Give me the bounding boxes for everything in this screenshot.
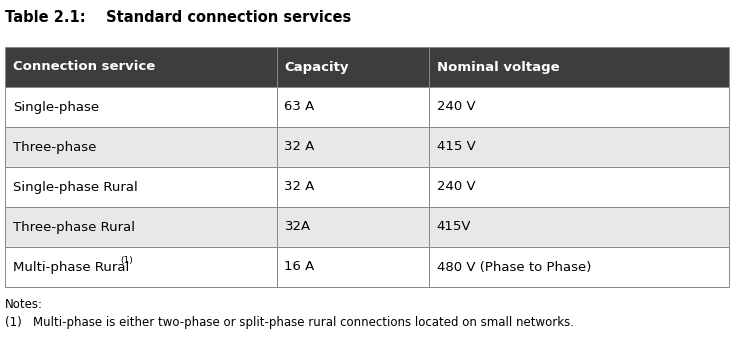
Text: (1)   Multi-phase is either two-phase or split-phase rural connections located o: (1) Multi-phase is either two-phase or s… xyxy=(5,316,574,329)
Text: 63 A: 63 A xyxy=(285,100,315,113)
Text: 480 V (Phase to Phase): 480 V (Phase to Phase) xyxy=(437,260,591,273)
Bar xyxy=(5,207,276,247)
Text: Three-phase Rural: Three-phase Rural xyxy=(13,220,135,233)
Bar xyxy=(429,87,729,127)
Text: Single-phase: Single-phase xyxy=(13,100,99,113)
Bar xyxy=(276,207,429,247)
Bar xyxy=(5,127,276,167)
Bar xyxy=(5,167,276,207)
Bar xyxy=(429,127,729,167)
Bar xyxy=(429,167,729,207)
Bar xyxy=(276,247,429,287)
Text: (1): (1) xyxy=(120,257,133,266)
Bar xyxy=(5,47,276,87)
Text: Capacity: Capacity xyxy=(285,61,349,74)
Text: Notes:: Notes: xyxy=(5,298,43,311)
Text: 16 A: 16 A xyxy=(285,260,315,273)
Text: 32A: 32A xyxy=(285,220,310,233)
Bar xyxy=(429,247,729,287)
Bar xyxy=(429,47,729,87)
Text: Table 2.1:    Standard connection services: Table 2.1: Standard connection services xyxy=(5,10,351,25)
Text: 240 V: 240 V xyxy=(437,100,475,113)
Text: 32 A: 32 A xyxy=(285,181,315,194)
Text: Nominal voltage: Nominal voltage xyxy=(437,61,559,74)
Text: Single-phase Rural: Single-phase Rural xyxy=(13,181,137,194)
Text: Multi-phase Rural: Multi-phase Rural xyxy=(13,260,129,273)
Bar xyxy=(276,47,429,87)
Bar xyxy=(276,167,429,207)
Bar xyxy=(5,247,276,287)
Bar xyxy=(5,87,276,127)
Text: Connection service: Connection service xyxy=(13,61,155,74)
Bar xyxy=(276,127,429,167)
Bar xyxy=(429,207,729,247)
Text: 415 V: 415 V xyxy=(437,140,475,154)
Text: 415V: 415V xyxy=(437,220,471,233)
Text: 32 A: 32 A xyxy=(285,140,315,154)
Text: 240 V: 240 V xyxy=(437,181,475,194)
Text: Three-phase: Three-phase xyxy=(13,140,96,154)
Bar xyxy=(276,87,429,127)
